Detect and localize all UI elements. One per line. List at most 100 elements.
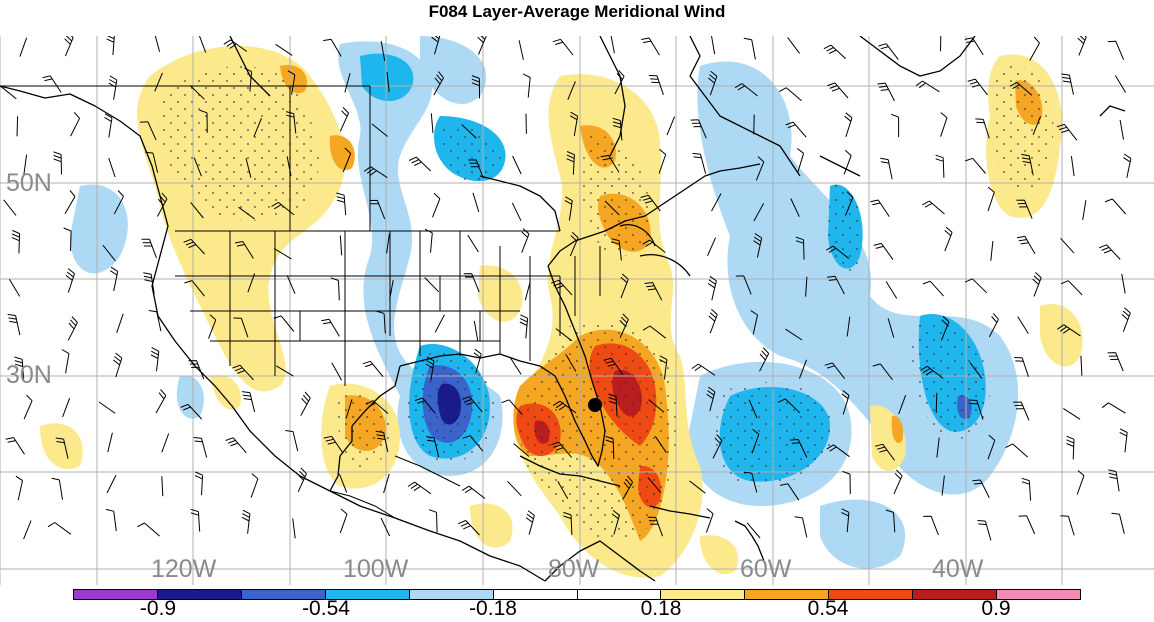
wind-barb	[507, 480, 522, 497]
wind-barb	[1016, 235, 1036, 255]
wind-barb	[156, 192, 168, 217]
wind-barb	[1013, 401, 1030, 421]
wind-barb	[461, 124, 477, 139]
wind-barb	[707, 275, 717, 301]
colorbar-segment	[157, 590, 242, 599]
wind-barb	[232, 364, 254, 381]
wind-barb	[463, 273, 480, 293]
wind-barb	[644, 282, 663, 301]
wind-barb	[193, 157, 202, 177]
wind-barb	[286, 156, 292, 176]
wind-barb	[408, 156, 432, 172]
wind-barb	[524, 280, 531, 301]
wind-barb	[331, 362, 343, 381]
wind-barb	[225, 437, 247, 454]
wind-barb	[105, 508, 117, 532]
wind-barb	[380, 517, 391, 537]
wind-barb	[922, 200, 945, 215]
wind-barb	[323, 38, 342, 57]
wind-barb	[707, 237, 717, 257]
wind-barb	[845, 191, 854, 216]
wind-barb	[746, 522, 761, 539]
wind-barb	[940, 112, 948, 137]
lon-label-80w: 80W	[548, 555, 600, 583]
wind-barb	[424, 277, 440, 293]
wind-barb	[323, 435, 344, 454]
wind-barb	[922, 280, 944, 297]
wind-barb	[14, 356, 25, 380]
wind-barb	[7, 313, 21, 336]
wind-barb	[753, 233, 763, 258]
wind-barb	[139, 121, 157, 141]
wind-barb	[1032, 272, 1042, 297]
wind-barb	[1080, 355, 1083, 376]
wind-barb	[569, 111, 579, 136]
wind-barb	[61, 349, 70, 374]
wind-barb	[245, 158, 252, 178]
wind-barb	[944, 226, 953, 252]
wind-barb	[106, 36, 115, 56]
wind-barb	[711, 193, 722, 212]
wind-barb	[1057, 324, 1081, 337]
wind-barb	[1016, 199, 1033, 219]
wind-barb	[344, 72, 351, 93]
wind-barb	[513, 443, 530, 457]
wind-barb	[1066, 435, 1075, 460]
wind-barb	[67, 316, 78, 341]
wind-barb	[566, 151, 575, 175]
wind-barb	[551, 441, 572, 458]
wind-barb	[273, 248, 292, 260]
wind-barb	[110, 266, 119, 292]
wind-barb	[564, 196, 573, 221]
colorbar-segment	[577, 590, 662, 599]
wind-barb	[965, 157, 986, 174]
map-panel	[0, 36, 1154, 585]
wind-barb	[51, 477, 63, 500]
wind-barb	[233, 317, 249, 338]
wind-barb	[297, 467, 307, 493]
colorbar-segment	[493, 590, 578, 599]
lon-label-60w: 60W	[740, 555, 792, 583]
wind-barb	[552, 38, 574, 56]
wind-barb	[339, 235, 343, 256]
wind-barb	[1099, 244, 1121, 260]
wind-barb	[55, 437, 69, 459]
wind-barb	[790, 439, 808, 458]
wind-barb	[964, 37, 984, 56]
state-borders	[0, 85, 601, 519]
wind-barb	[339, 107, 350, 132]
wind-barb	[386, 233, 390, 254]
wind-barb	[1032, 116, 1042, 135]
wind-barb	[1104, 198, 1127, 215]
wind-barb	[1056, 123, 1078, 141]
colorbar-segment	[325, 590, 410, 599]
wind-barb	[238, 206, 255, 220]
wind-barb	[1101, 402, 1126, 414]
wind-barb	[823, 44, 847, 60]
wind-barb	[805, 276, 808, 297]
wind-barb	[241, 509, 251, 534]
storm-center-dot	[588, 398, 602, 412]
wind-barb	[16, 116, 19, 137]
wind-barb	[141, 238, 157, 259]
wind-barb	[47, 522, 72, 535]
colorbar-segment	[241, 590, 326, 599]
wind-barb	[431, 36, 441, 55]
wind-barb	[521, 228, 530, 253]
wind-barb	[509, 357, 522, 375]
wind-barb	[433, 71, 444, 96]
wind-barb	[750, 310, 758, 335]
wind-barb	[799, 359, 807, 379]
wind-barb	[1014, 357, 1029, 377]
wind-barb	[608, 393, 618, 417]
wind-barb	[1009, 81, 1033, 96]
wind-barb	[143, 272, 155, 295]
wind-barb	[874, 443, 895, 461]
wind-barb	[935, 392, 938, 413]
wind-barb	[708, 70, 718, 96]
wind-barb	[511, 202, 522, 222]
colorbar-tick: -0.54	[302, 597, 350, 620]
lon-label-100w: 100W	[343, 555, 409, 583]
wind-barb	[375, 430, 389, 453]
wind-barb	[286, 275, 296, 294]
